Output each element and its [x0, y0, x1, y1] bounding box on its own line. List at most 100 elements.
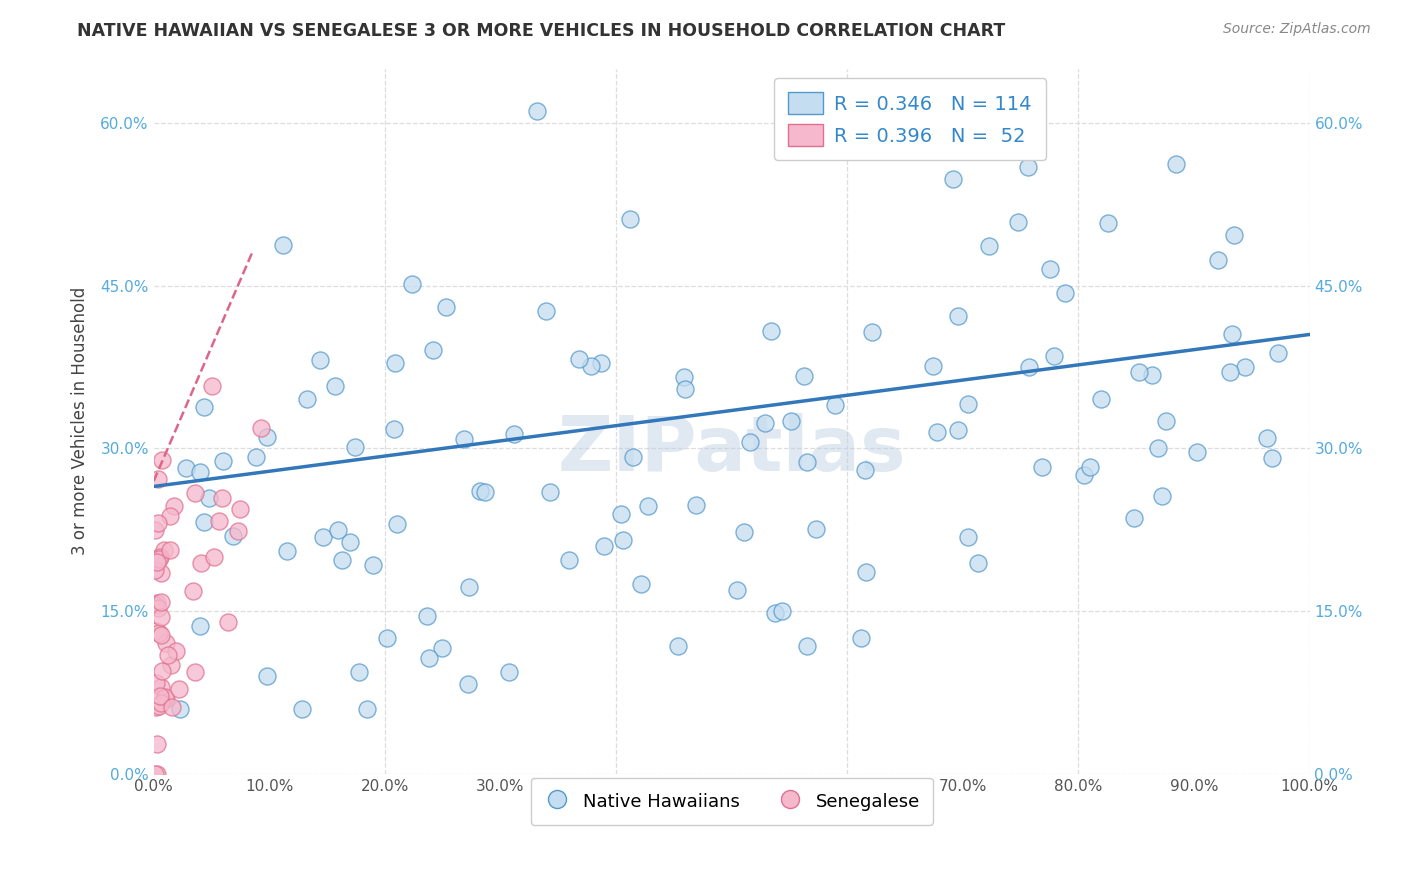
Point	[946, 423, 969, 437]
Point	[222, 529, 245, 543]
Point	[1017, 161, 1039, 175]
Point	[401, 277, 423, 292]
Point	[155, 636, 177, 650]
Point	[184, 665, 207, 679]
Point	[146, 767, 169, 781]
Point	[326, 523, 349, 537]
Point	[181, 583, 204, 598]
Point	[592, 539, 614, 553]
Point	[308, 352, 330, 367]
Point	[1220, 327, 1243, 342]
Point	[167, 681, 190, 696]
Point	[630, 576, 652, 591]
Point	[1185, 444, 1208, 458]
Point	[526, 104, 548, 119]
Point	[1042, 349, 1064, 363]
Point	[349, 665, 371, 680]
Point	[824, 398, 846, 412]
Point	[159, 657, 181, 672]
Point	[384, 422, 406, 436]
Point	[761, 324, 783, 338]
Point	[538, 484, 561, 499]
Point	[256, 669, 278, 683]
Point	[193, 400, 215, 414]
Point	[245, 450, 267, 465]
Point	[217, 615, 239, 629]
Point	[211, 454, 233, 468]
Point	[165, 644, 187, 658]
Point	[619, 212, 641, 227]
Point	[150, 452, 173, 467]
Point	[197, 491, 219, 505]
Point	[765, 606, 787, 620]
Point	[942, 172, 965, 186]
Point	[339, 535, 361, 549]
Point	[148, 626, 170, 640]
Point	[163, 499, 186, 513]
Point	[146, 596, 169, 610]
Point	[793, 368, 815, 383]
Point	[229, 501, 252, 516]
Point	[159, 542, 181, 557]
Point	[422, 343, 444, 358]
Point	[434, 300, 457, 314]
Point	[668, 640, 690, 654]
Point	[1154, 414, 1177, 428]
Point	[149, 609, 172, 624]
Point	[925, 425, 948, 440]
Point	[853, 463, 876, 477]
Point	[470, 484, 492, 499]
Point	[271, 238, 294, 252]
Point	[193, 516, 215, 530]
Point	[226, 524, 249, 539]
Point	[295, 392, 318, 407]
Point	[1018, 359, 1040, 374]
Point	[149, 594, 172, 608]
Point	[956, 530, 979, 544]
Point	[733, 525, 755, 540]
Point	[1007, 215, 1029, 229]
Point	[770, 604, 793, 618]
Point	[922, 359, 945, 373]
Point	[1223, 227, 1246, 242]
Point	[148, 698, 170, 713]
Point	[143, 524, 166, 538]
Point	[153, 690, 176, 704]
Point	[1267, 346, 1289, 360]
Point	[149, 550, 172, 565]
Point	[149, 627, 172, 641]
Point	[1208, 252, 1230, 267]
Point	[977, 238, 1000, 252]
Point	[1256, 431, 1278, 445]
Point	[146, 555, 169, 569]
Point	[150, 566, 173, 581]
Point	[311, 530, 333, 544]
Point	[145, 700, 167, 714]
Point	[1039, 262, 1062, 277]
Point	[1146, 441, 1168, 455]
Point	[146, 516, 169, 530]
Point	[796, 454, 818, 468]
Point	[330, 552, 353, 566]
Point	[1054, 285, 1077, 300]
Point	[184, 486, 207, 500]
Point	[256, 430, 278, 444]
Point	[855, 565, 877, 579]
Point	[946, 310, 969, 324]
Point	[637, 499, 659, 513]
Point	[579, 359, 602, 374]
Point	[361, 558, 384, 572]
Point	[457, 580, 479, 594]
Point	[155, 691, 177, 706]
Point	[188, 465, 211, 479]
Point	[150, 664, 173, 678]
Text: Source: ZipAtlas.com: Source: ZipAtlas.com	[1223, 22, 1371, 37]
Text: ZIPatlas: ZIPatlas	[557, 412, 905, 486]
Point	[612, 533, 634, 547]
Point	[145, 598, 167, 612]
Point	[250, 421, 273, 435]
Point	[149, 681, 172, 695]
Point	[672, 369, 695, 384]
Point	[276, 544, 298, 558]
Point	[806, 522, 828, 536]
